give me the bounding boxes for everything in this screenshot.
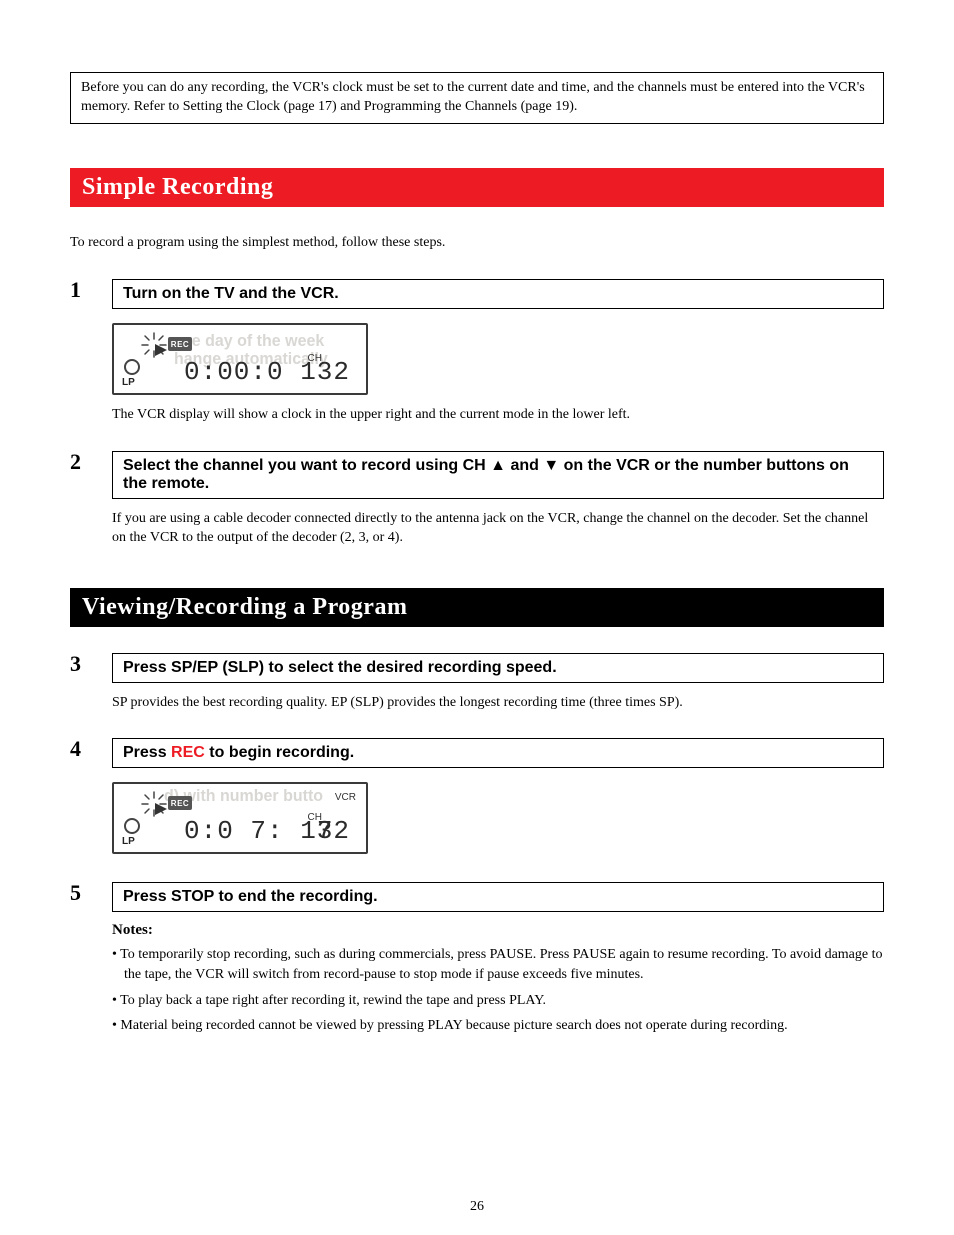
manual-page: Before you can do any recording, the VCR… [0,0,954,1235]
lcd-counter: 0:0 7: 17 [184,816,333,846]
step-note: The VCR display will show a clock in the… [112,405,884,425]
cassette-indicator-icon [124,359,140,375]
play-indicator-icon [154,802,168,816]
lp-indicator: LP [122,836,135,847]
page-number: 26 [0,1199,954,1215]
rec-indicator-icon: REC [168,337,192,351]
note-item: • Material being recorded cannot be view… [112,1016,884,1036]
step-2: 2 Select the channel you want to record … [70,451,884,548]
lcd-illustration: d) with number butto LP [112,782,884,854]
step-5: 5 Press STOP to end the recording. Notes… [70,882,884,1035]
section-heading-text: Viewing/Recording a Program [82,594,407,620]
step-number: 2 [70,451,94,473]
notes-block: Notes: • To temporarily stop recording, … [112,922,884,1035]
step-action: Select the channel you want to record us… [112,451,884,499]
section-lead: To record a program using the simplest m… [70,233,884,253]
step-3: 3 Press SP/EP (SLP) to select the desire… [70,653,884,713]
rec-keyword: REC [171,744,205,761]
step-number: 5 [70,882,94,904]
rec-indicator-icon: REC [168,796,192,810]
lcd-channel: 32 [317,357,350,387]
step-action: Turn on the TV and the VCR. [112,279,884,309]
step-number: 1 [70,279,94,301]
note-item: • To temporarily stop recording, such as… [112,945,884,984]
section-heading-simple-recording: Simple Recording [70,168,884,207]
prerequisite-text: Before you can do any recording, the VCR… [81,80,865,114]
step-number: 4 [70,738,94,760]
step-note: If you are using a cable decoder connect… [112,509,884,548]
cassette-indicator-icon [124,818,140,834]
step-action: Press REC to begin recording. [112,738,884,768]
lcd-channel: 32 [317,816,350,846]
lcd-illustration: ne day of the week hange automatically L… [112,323,884,395]
notes-title: Notes: [112,922,884,939]
vcr-label: VCR [335,792,356,803]
step-note: SP provides the best recording quality. … [112,693,884,713]
step-action: Press SP/EP (SLP) to select the desired … [112,653,884,683]
section-heading-text: Simple Recording [82,174,273,200]
lcd-counter: 0:00:0 1 [184,357,317,387]
note-item: • To play back a tape right after record… [112,991,884,1011]
step-1: 1 Turn on the TV and the VCR. ne day of … [70,279,884,425]
step-4: 4 Press REC to begin recording. d) with … [70,738,884,856]
section-heading-viewing-recording: Viewing/Recording a Program [70,588,884,627]
prerequisite-note: Before you can do any recording, the VCR… [70,72,884,124]
step-number: 3 [70,653,94,675]
ghost-text: ne day of the week [182,333,324,352]
play-indicator-icon [154,343,168,357]
lp-indicator: LP [122,377,135,388]
step-action: Press STOP to end the recording. [112,882,884,912]
